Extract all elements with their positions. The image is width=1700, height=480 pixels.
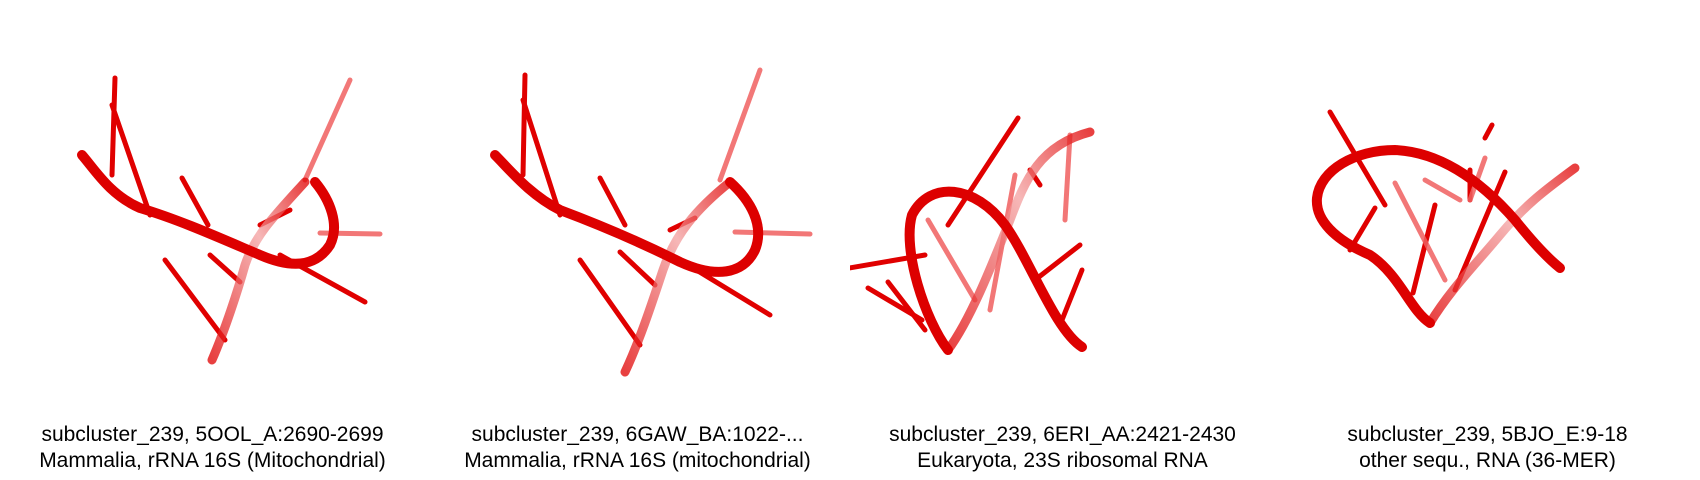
caption-1-line-2: Mammalia, rRNA 16S (Mitochondrial) (39, 449, 386, 472)
rna-structure-image-4 (1311, 109, 1580, 328)
caption-1-line-1: subcluster_239, 5OOL_A:2690-2699 (41, 423, 384, 446)
caption-2-line-2: Mammalia, rRNA 16S (mitochondrial) (464, 449, 811, 472)
caption-4-line-1: subcluster_239, 5BJO_E:9-18 (1347, 423, 1628, 446)
rna-structure-image-2 (490, 67, 813, 377)
rna-structure-image-1 (77, 75, 383, 365)
caption-1: subcluster_239, 5OOL_A:2690-2699 Mammali… (0, 422, 425, 474)
caption-2-line-1: subcluster_239, 6GAW_BA:1022-... (471, 423, 804, 446)
structure-panel-2: subcluster_239, 6GAW_BA:1022-... Mammali… (425, 0, 850, 480)
caption-3: subcluster_239, 6ERI_AA:2421-2430 Eukary… (850, 422, 1275, 474)
caption-4-line-2: other sequ., RNA (36-MER) (1359, 449, 1616, 472)
caption-3-line-2: Eukaryota, 23S ribosomal RNA (917, 449, 1208, 472)
structure-panel-3: subcluster_239, 6ERI_AA:2421-2430 Eukary… (850, 0, 1275, 480)
caption-4: subcluster_239, 5BJO_E:9-18 other sequ.,… (1275, 422, 1700, 474)
rna-structure-image-3 (850, 115, 1095, 355)
caption-3-line-1: subcluster_239, 6ERI_AA:2421-2430 (889, 423, 1236, 446)
caption-2: subcluster_239, 6GAW_BA:1022-... Mammali… (425, 422, 850, 474)
structure-panel-1: subcluster_239, 5OOL_A:2690-2699 Mammali… (0, 0, 425, 480)
structure-panel-4: subcluster_239, 5BJO_E:9-18 other sequ.,… (1275, 0, 1700, 480)
